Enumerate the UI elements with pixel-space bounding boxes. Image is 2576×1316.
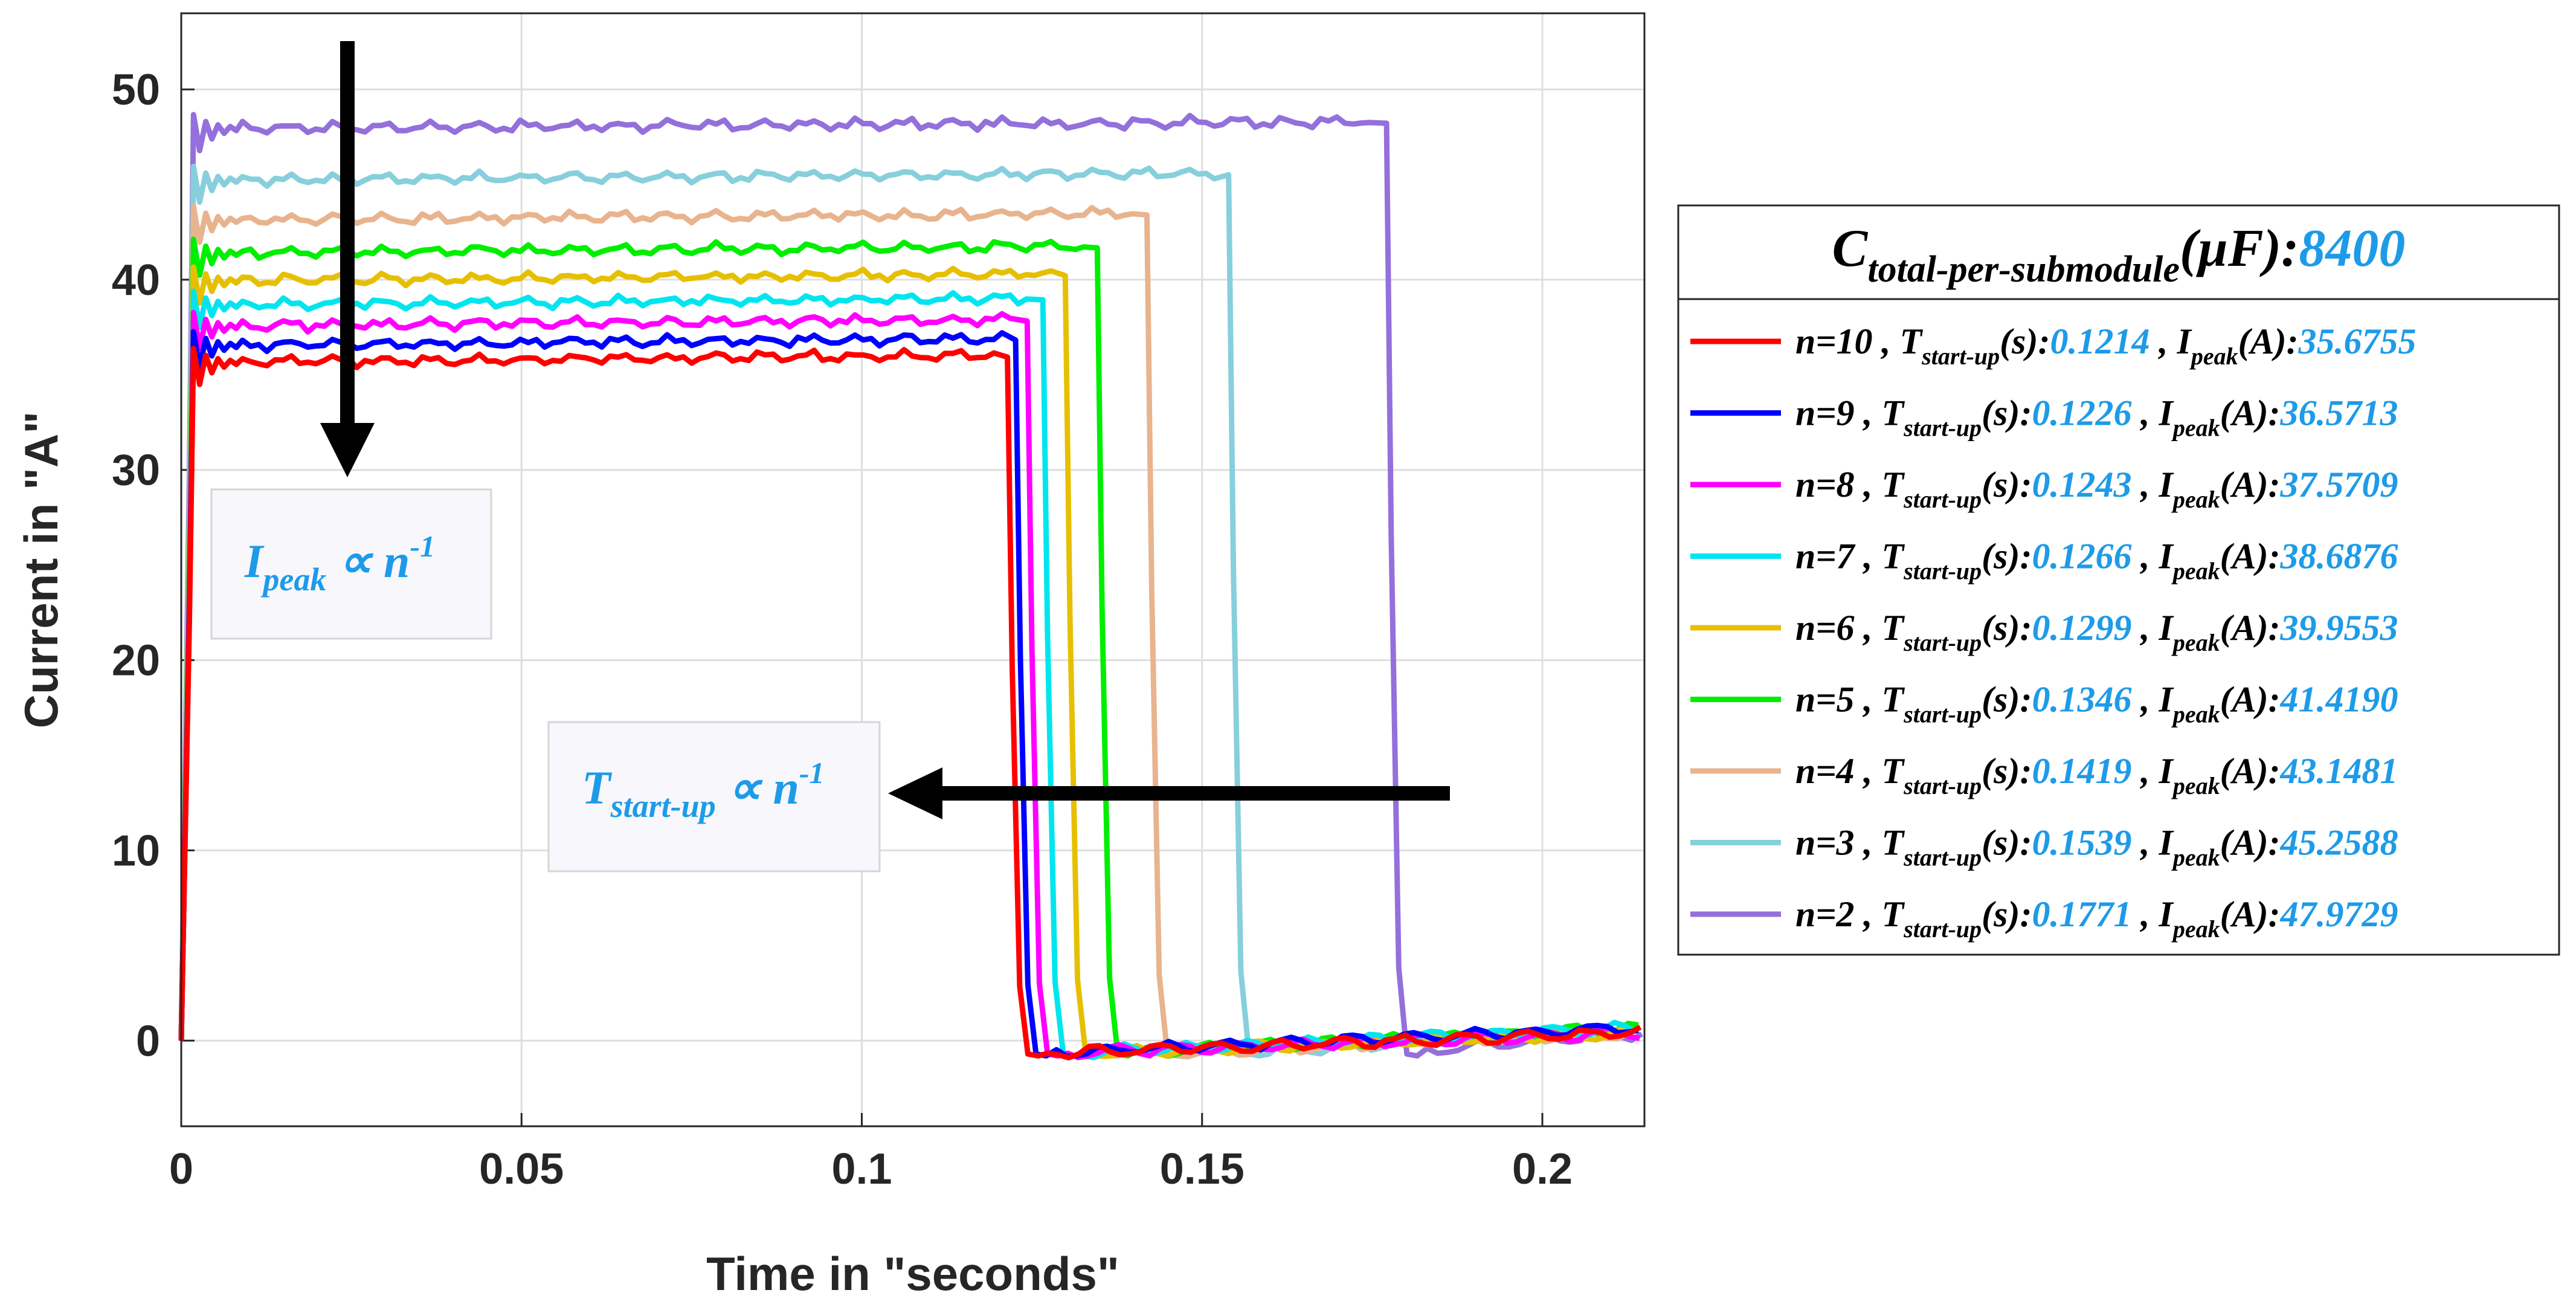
down-arrow [320, 41, 375, 477]
legend-entry-n7: n=7 , Tstart-up(s):0.1266 , Ipeak(A):38.… [1795, 537, 2398, 585]
series-line-n6 [178, 264, 1637, 1059]
y-tick-labels: 0 10 20 30 40 50 [112, 66, 160, 1065]
y-tick-label: 40 [112, 256, 160, 305]
legend-entry-n10: n=10 , Tstart-up(s):0.1214 , Ipeak(A):35… [1795, 321, 2417, 370]
legend-entries: n=10 , Tstart-up(s):0.1214 , Ipeak(A):35… [1690, 321, 2417, 943]
y-axis-label: Current in "A" [14, 411, 68, 729]
ipeak-annotation: Ipeak ∝ n-1 [210, 488, 492, 640]
grid [180, 13, 1644, 1126]
svg-text:Ipeak ∝ n-1: Ipeak ∝ n-1 [244, 529, 435, 598]
x-tick-label: 0.15 [1160, 1145, 1245, 1193]
x-tick-labels: 0 0.05 0.1 0.15 0.2 [169, 1145, 1573, 1193]
series-line-n9 [178, 329, 1639, 1059]
series-layer [178, 112, 1643, 1060]
series-line-n2 [178, 112, 1643, 1059]
y-tick-label: 0 [136, 1017, 160, 1065]
series-line-n10 [178, 346, 1642, 1060]
legend: Ctotal-per-submodule(µF):8400 n=10 , Tst… [1677, 204, 2560, 956]
y-tick-label: 20 [112, 637, 160, 685]
x-tick-label: 0.1 [831, 1145, 892, 1193]
legend-entry-n2: n=2 , Tstart-up(s):0.1771 , Ipeak(A):47.… [1795, 894, 2398, 943]
legend-title: Ctotal-per-submodule(µF):8400 [1832, 219, 2406, 290]
legend-entry-n6: n=6 , Tstart-up(s):0.1299 , Ipeak(A):39.… [1795, 608, 2398, 656]
legend-entry-n3: n=3 , Tstart-up(s):0.1539 , Ipeak(A):45.… [1795, 823, 2398, 871]
plot-frame [180, 12, 1646, 1127]
legend-entry-n5: n=5 , Tstart-up(s):0.1346 , Ipeak(A):41.… [1795, 680, 2398, 728]
svg-text:Tstart-up ∝ n-1: Tstart-up ∝ n-1 [582, 756, 824, 824]
x-tick-label: 0.2 [1512, 1145, 1573, 1193]
legend-entry-n9: n=9 , Tstart-up(s):0.1226 , Ipeak(A):36.… [1795, 393, 2398, 442]
legend-entry-n4: n=4 , Tstart-up(s):0.1419 , Ipeak(A):43.… [1795, 751, 2398, 799]
y-tick-label: 10 [112, 827, 160, 875]
x-tick-label: 0 [169, 1145, 193, 1193]
tstart-annotation: Tstart-up ∝ n-1 [547, 721, 881, 872]
y-tick-label: 50 [112, 66, 160, 114]
legend-entry-n8: n=8 , Tstart-up(s):0.1243 , Ipeak(A):37.… [1795, 465, 2398, 513]
y-tick-label: 30 [112, 447, 160, 495]
x-axis-label: Time in "seconds" [706, 1247, 1119, 1300]
left-arrow [888, 767, 1450, 819]
x-tick-label: 0.05 [479, 1145, 564, 1193]
